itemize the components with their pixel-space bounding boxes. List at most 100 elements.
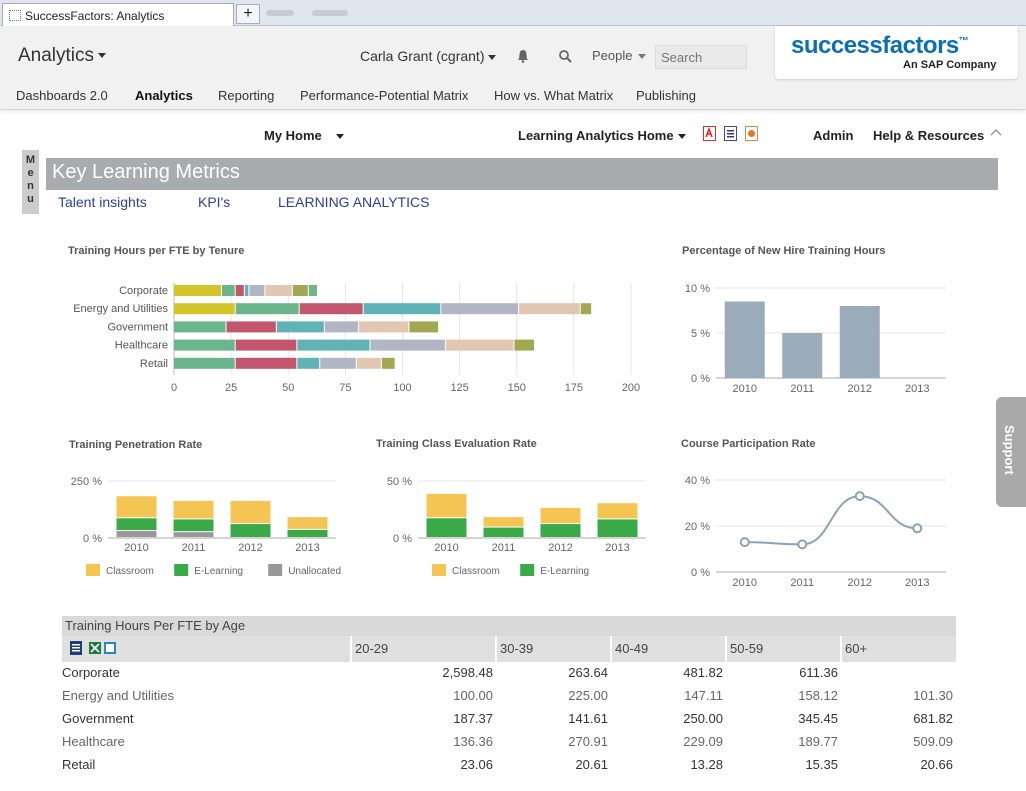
bar-segment bbox=[297, 357, 320, 369]
search-scope-select[interactable]: People bbox=[592, 48, 647, 63]
module-title: Analytics bbox=[18, 45, 95, 66]
tab-talent-insights[interactable]: Talent insights bbox=[58, 194, 147, 210]
table-cell: 158.12 bbox=[798, 688, 838, 703]
x-tick-label: 150 bbox=[508, 382, 526, 394]
nav-item-how-vs-what[interactable]: How vs. What Matrix bbox=[494, 88, 614, 103]
bar-segment bbox=[235, 303, 299, 315]
chart-title: Course Participation Rate bbox=[681, 438, 816, 450]
word-export-icon[interactable] bbox=[724, 126, 737, 141]
legend-label: E-Learning bbox=[194, 566, 243, 577]
admin-link[interactable]: Admin bbox=[813, 128, 854, 143]
table-cell: 100.00 bbox=[453, 688, 493, 703]
bar-segment bbox=[324, 321, 359, 333]
row-label: Energy and Utilities bbox=[62, 688, 174, 703]
x-tick-label: 2013 bbox=[605, 542, 629, 554]
pdf-export-icon[interactable] bbox=[703, 126, 716, 141]
search-icon[interactable] bbox=[558, 49, 572, 63]
bar-segment bbox=[519, 303, 580, 315]
chevron-down-icon bbox=[638, 54, 647, 60]
new-tab-button[interactable]: + bbox=[236, 4, 260, 24]
y-tick-label: 10 % bbox=[685, 283, 710, 295]
search-input[interactable] bbox=[655, 45, 747, 69]
search-scope-label: People bbox=[592, 48, 633, 63]
table-cell: 250.00 bbox=[683, 711, 723, 726]
category-label: Energy and Utilities bbox=[73, 303, 168, 315]
bar bbox=[782, 333, 823, 378]
category-label: Corporate bbox=[119, 285, 168, 297]
blurred-tab[interactable] bbox=[266, 10, 294, 16]
y-tick-label: 0 % bbox=[691, 567, 710, 579]
x-tick-label: 2011 bbox=[790, 383, 814, 395]
x-tick-label: 50 bbox=[282, 382, 294, 394]
bar-segment bbox=[174, 285, 221, 296]
nav-item-performance-potential[interactable]: Performance-Potential Matrix bbox=[300, 88, 469, 103]
x-tick-label: 2010 bbox=[733, 577, 757, 589]
module-switcher[interactable]: Analytics bbox=[18, 45, 107, 67]
series-line bbox=[744, 495, 918, 546]
y-tick-label: 50 % bbox=[387, 476, 412, 488]
nav-item-publishing[interactable]: Publishing bbox=[636, 88, 696, 103]
table-row: Retail 23.06 20.61 13.28 15.35 20.66 bbox=[62, 754, 956, 776]
user-menu[interactable]: Carla Grant (cgrant) bbox=[360, 48, 497, 64]
bar-segment bbox=[597, 519, 638, 537]
row-label: Retail bbox=[62, 757, 96, 772]
bar-segment bbox=[292, 285, 308, 296]
y-tick-label: 20 % bbox=[685, 521, 710, 533]
x-tick-label: 2013 bbox=[905, 383, 929, 395]
bar-segment bbox=[370, 339, 445, 351]
browser-tab[interactable]: SuccessFactors: Analytics bbox=[2, 3, 234, 26]
nav-item-reporting[interactable]: Reporting bbox=[218, 88, 275, 103]
column-header[interactable]: 30-39 bbox=[495, 636, 610, 662]
data-point bbox=[854, 491, 865, 502]
logo-text: successfactors™ bbox=[791, 32, 969, 60]
table-cell: 187.37 bbox=[453, 711, 493, 726]
chart-title: Training Class Evaluation Rate bbox=[376, 438, 537, 450]
table-row: Energy and Utilities 100.00 225.00 147.11 15… bbox=[62, 685, 956, 707]
category-label: Government bbox=[107, 321, 168, 333]
my-home-menu[interactable]: My Home bbox=[264, 128, 344, 143]
tab-kpis[interactable]: KPI's bbox=[198, 194, 231, 210]
x-tick-label: 25 bbox=[225, 382, 237, 394]
table-cell: 15.35 bbox=[805, 757, 838, 772]
legend-swatch bbox=[174, 564, 189, 576]
table-cell: 147.11 bbox=[684, 688, 723, 703]
table-cell: 509.09 bbox=[913, 734, 953, 749]
table-cell: 20.61 bbox=[575, 757, 608, 772]
x-tick-label: 0 bbox=[171, 382, 177, 394]
collapse-up-icon[interactable] bbox=[990, 128, 1002, 136]
nav-item-analytics[interactable]: Analytics bbox=[135, 88, 193, 103]
bar-segment bbox=[359, 321, 409, 333]
x-tick-label: 2012 bbox=[848, 383, 872, 395]
bar-segment bbox=[287, 517, 328, 529]
learning-home-menu[interactable]: Learning Analytics Home bbox=[518, 128, 686, 143]
bar-segment bbox=[356, 357, 381, 369]
browser-tab-title: SuccessFactors: Analytics bbox=[25, 9, 165, 23]
bell-icon[interactable] bbox=[516, 49, 530, 63]
bar-segment bbox=[276, 321, 324, 333]
tenure-bar-chart: 0 25 50 75 100 125 150 175 200 Corporate Energy an… bbox=[73, 283, 640, 394]
bar-segment bbox=[230, 500, 271, 524]
blurred-tab[interactable] bbox=[312, 10, 348, 16]
bar-segment bbox=[230, 524, 271, 537]
table-cell: 225.00 bbox=[568, 688, 608, 703]
bar bbox=[839, 306, 880, 378]
support-tab[interactable]: Support bbox=[996, 397, 1026, 507]
column-header[interactable]: 50-59 bbox=[725, 636, 840, 662]
column-header[interactable]: 60+ bbox=[840, 636, 956, 662]
x-tick-label: 75 bbox=[339, 382, 351, 394]
table-cell: 263.64 bbox=[568, 665, 608, 680]
table-cell: 13.28 bbox=[690, 757, 723, 772]
bar-segment bbox=[173, 532, 214, 537]
column-header[interactable]: 20-29 bbox=[350, 636, 495, 662]
bar-segment bbox=[514, 339, 535, 351]
tab-learning-analytics[interactable]: LEARNING ANALYTICS bbox=[278, 194, 430, 210]
bar-segment bbox=[226, 321, 276, 333]
support-label: Support bbox=[1002, 425, 1017, 475]
bar-segment bbox=[441, 303, 519, 315]
column-header[interactable]: 40-49 bbox=[610, 636, 725, 662]
nav-item-dashboards[interactable]: Dashboards 2.0 bbox=[16, 88, 108, 103]
table-cell: 141.61 bbox=[568, 711, 608, 726]
powerpoint-export-icon[interactable] bbox=[745, 126, 758, 141]
help-resources-link[interactable]: Help & Resources bbox=[873, 128, 985, 143]
